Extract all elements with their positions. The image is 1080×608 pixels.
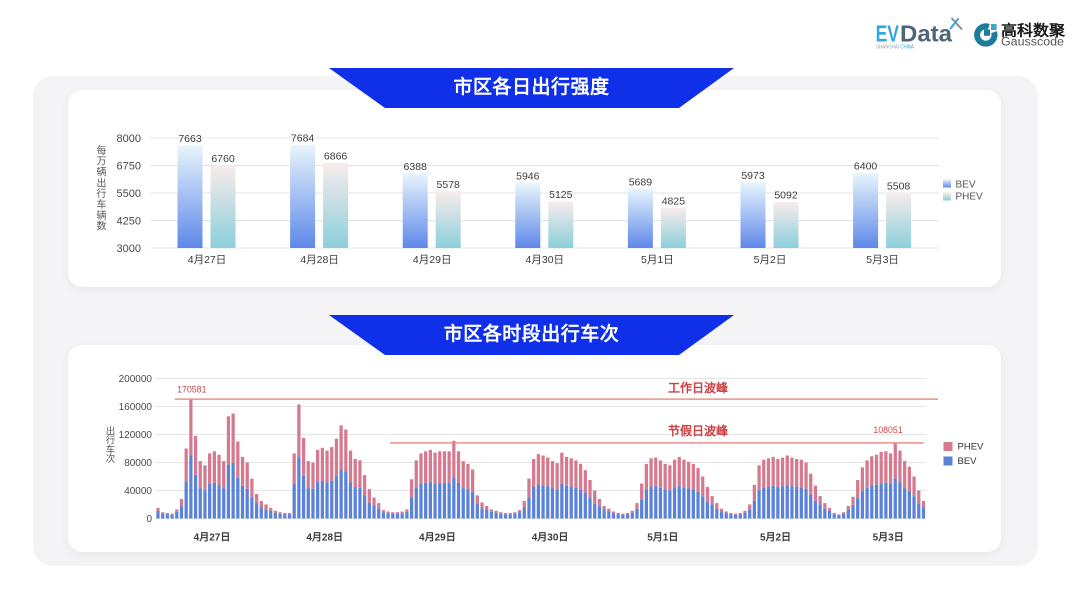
svg-text:5500: 5500 — [117, 188, 141, 200]
svg-text:辆: 辆 — [97, 166, 107, 179]
svg-text:数: 数 — [97, 220, 107, 233]
svg-text:7663: 7663 — [178, 133, 202, 145]
svg-text:5689: 5689 — [629, 176, 653, 188]
svg-text:PHEV: PHEV — [958, 442, 985, 453]
svg-text:4250: 4250 — [117, 216, 141, 228]
svg-text:4月28日: 4月28日 — [306, 532, 343, 544]
svg-text:4月29日: 4月29日 — [419, 532, 456, 544]
svg-text:5973: 5973 — [741, 170, 765, 182]
svg-text:SHANGHAI CHINA: SHANGHAI CHINA — [876, 44, 914, 50]
svg-text:4月30日: 4月30日 — [532, 532, 569, 544]
svg-text:Gausscode: Gausscode — [1001, 37, 1064, 49]
svg-text:车: 车 — [97, 198, 107, 211]
svg-text:Data: Data — [900, 21, 953, 47]
svg-text:出: 出 — [97, 176, 107, 189]
svg-text:5092: 5092 — [774, 190, 798, 202]
svg-text:5月2日: 5月2日 — [760, 532, 791, 544]
svg-text:8000: 8000 — [117, 133, 141, 145]
svg-text:120000: 120000 — [119, 430, 153, 441]
svg-text:4月27日: 4月27日 — [188, 254, 227, 266]
svg-text:40000: 40000 — [124, 486, 152, 497]
svg-text:5508: 5508 — [887, 180, 911, 192]
svg-text:出: 出 — [106, 426, 116, 438]
svg-text:6388: 6388 — [404, 161, 428, 173]
svg-text:5月2日: 5月2日 — [754, 254, 787, 266]
svg-text:车: 车 — [106, 444, 116, 456]
svg-text:4月29日: 4月29日 — [413, 254, 452, 266]
svg-text:万: 万 — [97, 157, 107, 168]
svg-text:200000: 200000 — [119, 374, 153, 385]
svg-text:80000: 80000 — [124, 458, 152, 469]
svg-text:3000: 3000 — [117, 243, 141, 255]
svg-text:7684: 7684 — [291, 133, 315, 145]
svg-text:6400: 6400 — [854, 161, 878, 173]
svg-text:EV: EV — [876, 21, 900, 47]
svg-text:4月28日: 4月28日 — [300, 254, 339, 266]
svg-text:PHEV: PHEV — [956, 192, 984, 203]
svg-text:5946: 5946 — [516, 171, 540, 183]
svg-text:5月1日: 5月1日 — [641, 254, 674, 266]
svg-text:4825: 4825 — [662, 195, 686, 207]
svg-text:5578: 5578 — [437, 179, 461, 191]
svg-text:BEV: BEV — [956, 180, 976, 191]
svg-text:次: 次 — [106, 453, 116, 465]
svg-text:4月30日: 4月30日 — [526, 254, 565, 266]
svg-text:行: 行 — [97, 187, 107, 200]
svg-text:辆: 辆 — [97, 209, 107, 222]
svg-text:BEV: BEV — [958, 456, 978, 467]
svg-text:行: 行 — [106, 435, 116, 447]
svg-text:节假日波峰: 节假日波峰 — [668, 423, 729, 438]
svg-text:4月27日: 4月27日 — [194, 532, 231, 544]
svg-text:5125: 5125 — [549, 189, 573, 201]
svg-text:5月1日: 5月1日 — [647, 532, 678, 544]
svg-text:5月3日: 5月3日 — [866, 254, 899, 266]
svg-text:6760: 6760 — [211, 153, 235, 165]
svg-text:5月3日: 5月3日 — [873, 532, 904, 544]
svg-text:0: 0 — [146, 514, 152, 525]
svg-text:6866: 6866 — [324, 150, 348, 162]
svg-text:工作日波峰: 工作日波峰 — [668, 380, 729, 395]
svg-text:高科数聚: 高科数聚 — [1001, 22, 1066, 40]
svg-text:160000: 160000 — [119, 402, 153, 413]
svg-text:每: 每 — [97, 144, 107, 157]
svg-text:6750: 6750 — [117, 161, 141, 173]
svg-text:170581: 170581 — [177, 385, 206, 395]
svg-text:108051: 108051 — [873, 425, 902, 435]
